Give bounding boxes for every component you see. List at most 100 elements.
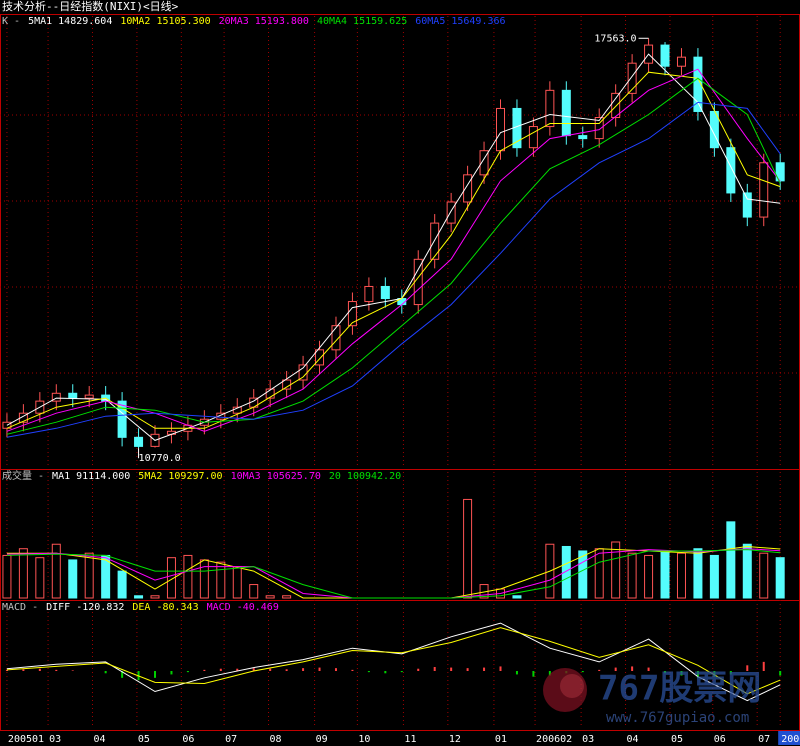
panel-name: 成交量 - (2, 469, 44, 482)
macd-bar (696, 671, 699, 678)
ma-line (6, 77, 781, 435)
macd-bar (581, 671, 584, 673)
volume-bar (18, 548, 28, 599)
macd-bar (269, 668, 272, 671)
macd-bar (351, 669, 354, 671)
candle-body (117, 400, 127, 438)
logo-circle (560, 674, 584, 698)
panel-header: MACD - DIFF -120.832 DEA -80.343 MACD -40.469 (2, 602, 279, 613)
macd-bar (483, 667, 486, 671)
x-tick-label: 06 (182, 734, 194, 745)
macd-bar (631, 666, 634, 671)
volume-bar (742, 543, 752, 599)
ma-line (6, 627, 781, 695)
volume-bar (726, 521, 736, 599)
x-tick-label: 03 (49, 734, 61, 745)
volume-bar (2, 554, 12, 599)
x-label-highlight (778, 731, 800, 745)
volume-bar (282, 595, 292, 599)
candle-body (51, 392, 61, 402)
candle-body (561, 89, 571, 137)
x-tick-label: 2006 (781, 734, 800, 745)
legend-name: 60MA5 (415, 16, 445, 27)
candle-body (347, 301, 357, 327)
volume-bar (249, 584, 259, 599)
ma-line (6, 101, 781, 438)
macd-bar (515, 671, 518, 675)
candle-body (216, 412, 226, 420)
candle-body (315, 349, 325, 366)
panel-name: MACD - (2, 602, 38, 613)
candle-body (463, 174, 473, 203)
legend-value: 14829.604 (58, 16, 112, 27)
x-tick-label: 200501 (8, 734, 44, 745)
macd-bar (203, 669, 206, 671)
legend-name: DIFF (46, 602, 70, 613)
candle-body (578, 135, 588, 140)
legend-value: 15649.366 (451, 16, 505, 27)
macd-bar (433, 667, 436, 671)
volume-bar (35, 557, 45, 599)
candle-body (265, 388, 275, 399)
macd-bar (236, 668, 239, 671)
x-tick-label: 03 (582, 734, 594, 745)
macd-bar (154, 671, 157, 678)
macd-bar (334, 668, 337, 671)
volume-bar (611, 541, 621, 599)
panel-name: K - (2, 16, 20, 27)
x-tick-label: 04 (627, 734, 639, 745)
volume-bar (759, 552, 769, 599)
volume-bar (594, 548, 604, 599)
macd-bar (729, 671, 732, 675)
x-tick-label: 06 (714, 734, 726, 745)
candle-body (759, 162, 769, 218)
volume-bar (463, 498, 473, 599)
volume-bar (512, 595, 522, 599)
legend-name: DEA (132, 602, 150, 613)
macd-bar (762, 661, 765, 671)
candle-body (611, 92, 621, 119)
macd-bar (532, 671, 535, 677)
volume-bar (578, 550, 588, 599)
candle-body (545, 89, 555, 128)
volume-bar (68, 559, 78, 599)
legend-value: 91114.000 (76, 471, 130, 482)
legend-name: 40MA4 (317, 16, 347, 27)
legend-value: 105625.70 (267, 471, 321, 482)
macd-bar (548, 671, 551, 676)
candle-body (676, 56, 686, 67)
legend-name: 5MA1 (28, 16, 52, 27)
candle-body (68, 392, 78, 399)
candle-body (627, 62, 637, 94)
legend-name: MA1 (52, 471, 70, 482)
x-tick-label: 08 (270, 734, 282, 745)
x-tick-label: 07 (758, 734, 770, 745)
macd-bar (664, 671, 667, 674)
candle-body (446, 201, 456, 224)
volume-bar (627, 552, 637, 599)
candle-body (18, 412, 28, 423)
legend-value: -120.832 (76, 602, 124, 613)
legend-name: 20MA3 (219, 16, 249, 27)
legend-name: MACD (207, 602, 231, 613)
candle-body (660, 44, 670, 67)
macd-bar (170, 671, 173, 675)
volume-bar (150, 595, 160, 599)
volume-bar (709, 554, 719, 599)
x-tick-label: 04 (93, 734, 105, 745)
annotation-label: 10770.0 (139, 453, 181, 464)
volume-bar (117, 570, 127, 599)
volume-bar (561, 545, 571, 599)
candle-body (331, 325, 341, 351)
volume-bar (51, 543, 61, 599)
volume-bar (265, 595, 275, 599)
volume-bar (166, 557, 176, 599)
macd-bar (285, 669, 288, 671)
legend-name: 10MA3 (231, 471, 261, 482)
macd-bar (186, 671, 189, 673)
legend-name: 20 (329, 471, 341, 482)
macd-bar (252, 668, 255, 671)
macd-bar (104, 671, 107, 674)
volume-bar (84, 552, 94, 599)
